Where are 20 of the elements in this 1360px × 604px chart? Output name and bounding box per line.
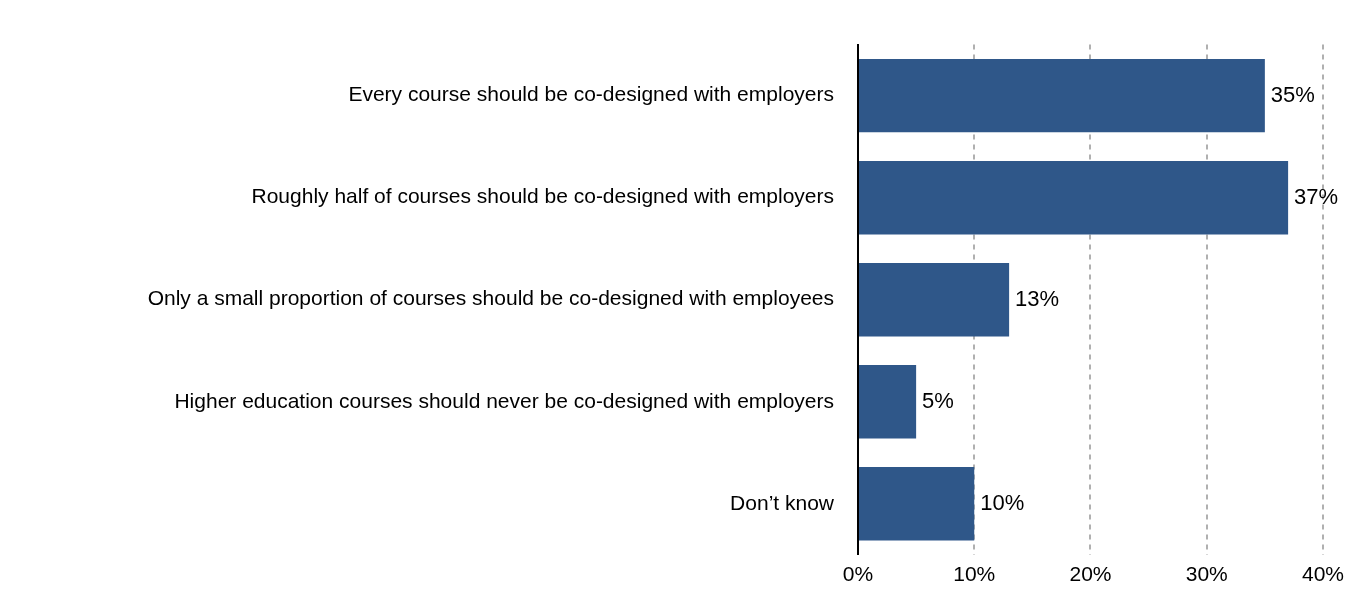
y-tick-label: Roughly half of courses should be co-designed with employers <box>251 184 834 208</box>
x-tick-label: 40% <box>1301 562 1344 586</box>
data-label: 5% <box>922 387 954 413</box>
bar <box>859 365 917 439</box>
y-tick-label: Higher education courses should never be co-designed with employers <box>174 388 834 412</box>
x-tick-label: 10% <box>953 562 996 586</box>
data-label: 35% <box>1270 81 1315 107</box>
y-tick-label: Don’t know <box>730 490 835 514</box>
bar <box>859 58 1265 133</box>
bar <box>859 467 975 541</box>
y-tick-label: Only a small proportion of courses should be co-designed with employees <box>147 286 834 310</box>
data-label: 10% <box>980 489 1025 515</box>
x-tick-label: 30% <box>1185 562 1228 586</box>
x-tick-label: 0% <box>842 562 874 586</box>
data-label: 37% <box>1294 183 1339 209</box>
data-label: 13% <box>1015 285 1060 311</box>
bar <box>859 262 1010 337</box>
y-tick-label: Every course should be co-designed with employers <box>348 82 834 106</box>
x-tick-label: 20% <box>1069 562 1112 586</box>
bar <box>859 160 1289 235</box>
